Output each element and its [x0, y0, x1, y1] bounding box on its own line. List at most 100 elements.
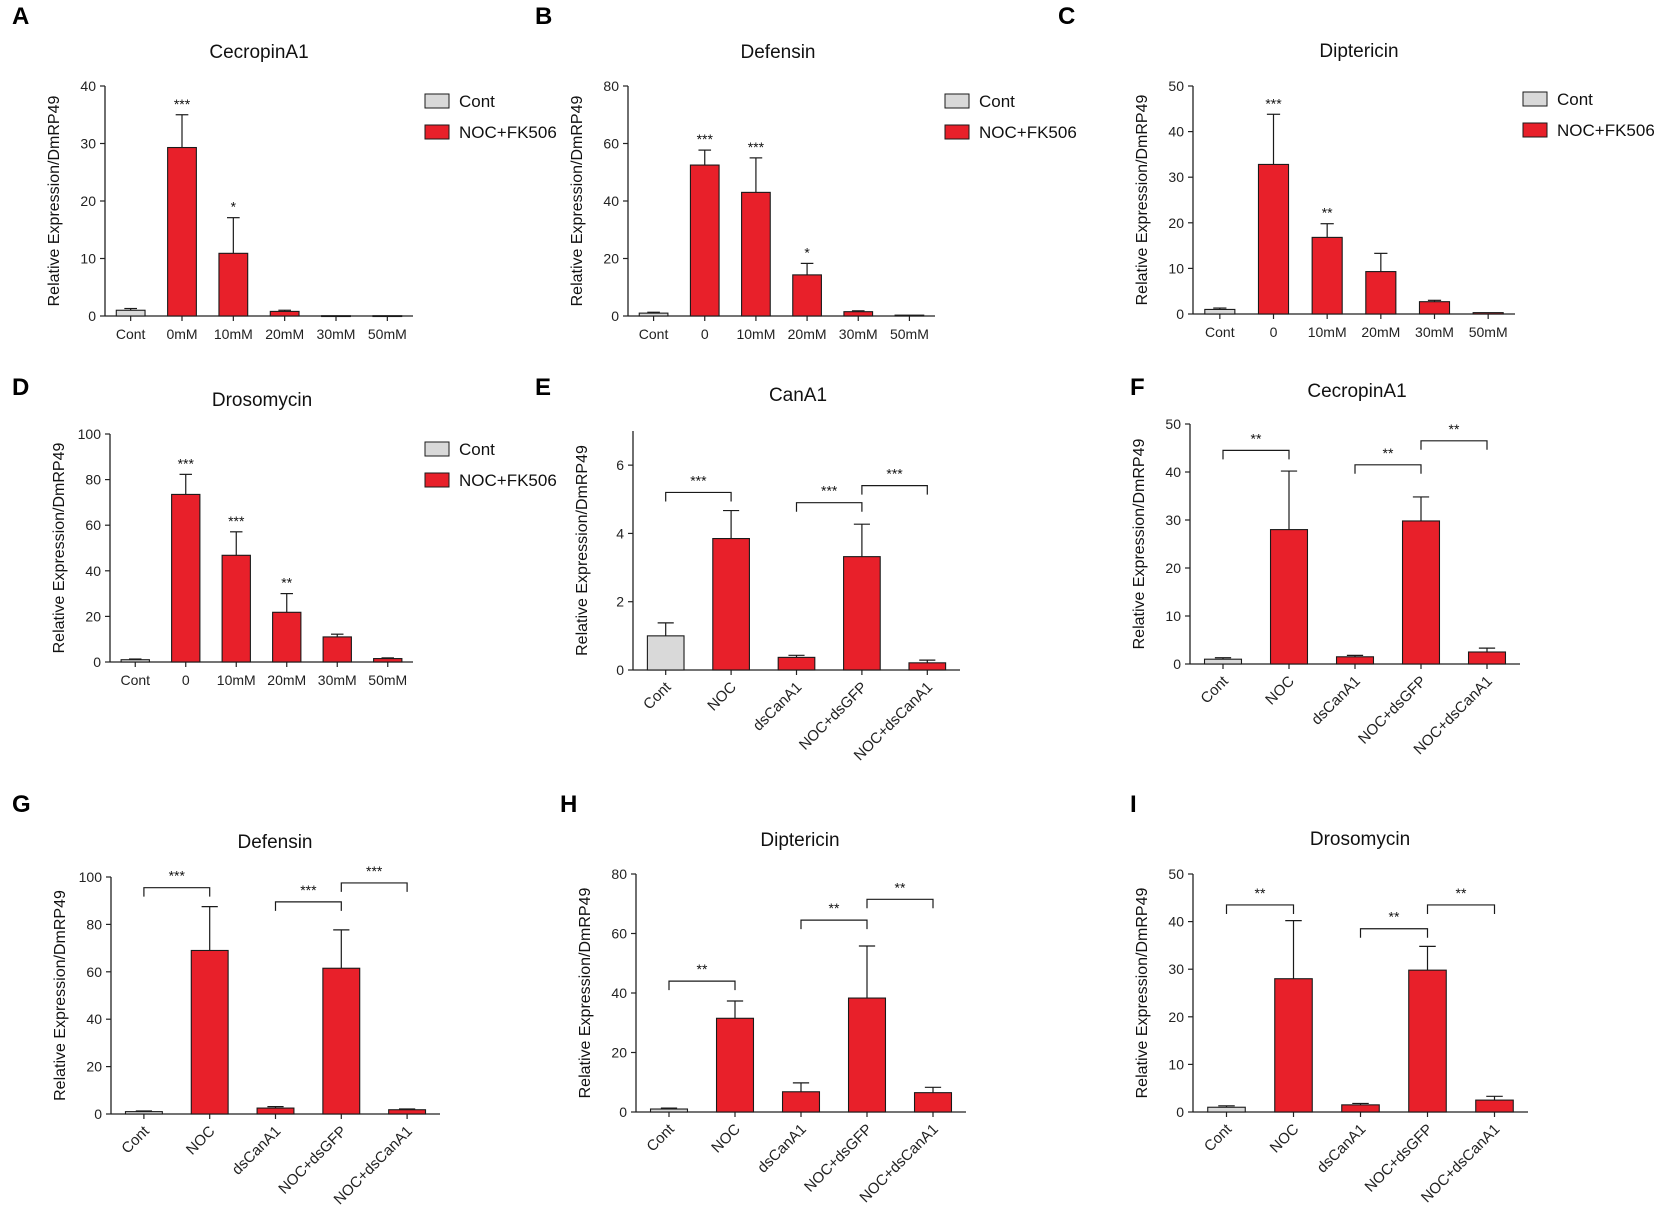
y-tick-label: 40 — [86, 1011, 102, 1027]
chart-title: Defensin — [238, 832, 313, 853]
bracket-significance-label: ** — [1255, 885, 1266, 901]
bar-50mm — [894, 314, 925, 317]
x-tick-label: 50mM — [368, 672, 407, 688]
chart-panel-e: E CanA1 Relative Expression/DmRP49 0 2 4 6 Cont… — [535, 374, 960, 764]
bar-noc-dscana1 — [388, 1109, 427, 1115]
legend: Cont NOC+FK506 — [424, 92, 557, 142]
x-tick-label: dsCanA1 — [750, 679, 806, 735]
comparison-bracket — [866, 898, 934, 909]
y-tick-label: 20 — [86, 1059, 102, 1075]
x-tick-label: Cont — [116, 326, 146, 342]
bar-10mm — [741, 191, 771, 317]
bar-30mm — [321, 315, 351, 318]
bracket-significance-label: *** — [366, 863, 383, 879]
x-tick-label: 50mM — [890, 326, 929, 342]
x-tick-label: NOC+dsGFP — [1362, 1121, 1437, 1196]
y-axis-label: Relative Expression/DmRP49 — [574, 445, 591, 656]
chart-panel-c: C Diptericin Relative Expression/DmRP49 0 10… — [1058, 3, 1654, 340]
comparison-bracket — [274, 901, 342, 911]
x-tick-label: Cont — [640, 678, 675, 713]
x-tick-label: Cont — [1201, 1120, 1236, 1155]
legend-label: NOC+FK506 — [459, 471, 557, 490]
panel-letter: D — [12, 374, 29, 401]
y-tick-label: 30 — [1165, 512, 1181, 528]
chart-title: Diptericin — [1319, 41, 1398, 62]
y-tick-label: 80 — [603, 78, 619, 94]
y-tick-label: 50 — [1165, 416, 1181, 432]
y-tick-label: 4 — [616, 525, 624, 541]
x-tick-label: 10mM — [736, 326, 775, 342]
bar-cont — [1203, 658, 1243, 665]
y-tick-label: 80 — [611, 866, 627, 882]
legend-swatch-cont — [944, 93, 970, 109]
bar-cont — [115, 309, 146, 317]
bar-noc-dsgfp — [1401, 520, 1441, 665]
y-tick-label: 40 — [603, 193, 619, 209]
x-tick-label: NOC — [708, 1121, 744, 1157]
legend: Cont NOC+FK506 — [424, 440, 557, 490]
bar-50mm — [1472, 312, 1504, 315]
x-tick-label: 20mM — [1361, 324, 1400, 340]
y-tick-label: 60 — [603, 136, 619, 152]
x-tick-label: dsCanA1 — [1308, 673, 1364, 729]
bar-cont — [646, 635, 685, 671]
comparison-bracket — [800, 919, 868, 930]
y-tick-label: 40 — [85, 563, 101, 579]
x-tick-label: Cont — [120, 672, 150, 688]
bar-noc-dscana1 — [1467, 651, 1507, 665]
chart-title: Diptericin — [760, 830, 839, 851]
chart-panel-d: D Drosomycin Relative Expression/DmRP49 0 20… — [12, 374, 557, 688]
bar-30mm — [322, 636, 352, 663]
comparison-bracket — [1225, 904, 1295, 914]
y-tick-label: 60 — [86, 964, 102, 980]
bracket-significance-label: *** — [821, 483, 838, 499]
x-tick-label: 10mM — [1308, 324, 1347, 340]
bar-noc — [712, 537, 750, 671]
bar-dscana1 — [777, 656, 816, 671]
bracket-significance-label: ** — [1456, 885, 1467, 901]
legend-label: NOC+FK506 — [459, 123, 557, 142]
panel-letter: I — [1130, 791, 1137, 818]
bar-20mm — [792, 274, 822, 317]
panel-letter: A — [12, 3, 29, 30]
y-axis-label: Relative Expression/DmRP49 — [1131, 439, 1148, 650]
bar-20mm — [272, 611, 302, 663]
bar-dscana1 — [256, 1107, 295, 1115]
legend-swatch-noc-fk506 — [424, 124, 450, 140]
significance-label: *** — [748, 139, 765, 155]
y-tick-label: 0 — [1176, 1104, 1184, 1120]
y-tick-label: 100 — [79, 869, 103, 885]
panel-letter: E — [535, 374, 551, 401]
bar-noc-dscana1 — [908, 662, 947, 671]
bar-10mm — [218, 252, 249, 317]
x-tick-label: dsCanA1 — [1314, 1121, 1370, 1177]
bar-noc-dsgfp — [847, 997, 887, 1113]
x-tick-label: dsCanA1 — [229, 1123, 285, 1179]
bar-noc-dsgfp — [1408, 969, 1447, 1113]
bracket-significance-label: ** — [1449, 421, 1460, 437]
significance-label: * — [804, 244, 810, 260]
x-tick-label: 0 — [1270, 324, 1278, 340]
legend-swatch-cont — [1522, 91, 1548, 107]
bar-noc — [190, 949, 229, 1115]
y-tick-label: 80 — [86, 916, 102, 932]
y-tick-label: 20 — [611, 1045, 627, 1061]
x-tick-label: NOC — [704, 679, 740, 715]
chart-panel-f: F CecropinA1 Relative Expression/DmRP49 0 10… — [1130, 374, 1520, 758]
legend-label: Cont — [459, 440, 495, 459]
legend-swatch-noc-fk506 — [1522, 122, 1548, 138]
x-tick-label: NOC — [183, 1123, 219, 1159]
bar-0mm — [167, 146, 197, 317]
y-axis-label: Relative Expression/DmRP49 — [569, 96, 586, 307]
x-tick-label: 30mM — [839, 326, 878, 342]
significance-label: *** — [697, 131, 714, 147]
y-tick-label: 50 — [1168, 78, 1184, 94]
y-tick-label: 0 — [94, 1106, 102, 1122]
y-tick-label: 40 — [1168, 914, 1184, 930]
legend-label: NOC+FK506 — [1557, 121, 1654, 140]
y-tick-label: 40 — [1165, 464, 1181, 480]
x-tick-label: Cont — [1205, 324, 1235, 340]
legend: Cont NOC+FK506 — [944, 92, 1077, 142]
bar-noc — [715, 1017, 755, 1113]
